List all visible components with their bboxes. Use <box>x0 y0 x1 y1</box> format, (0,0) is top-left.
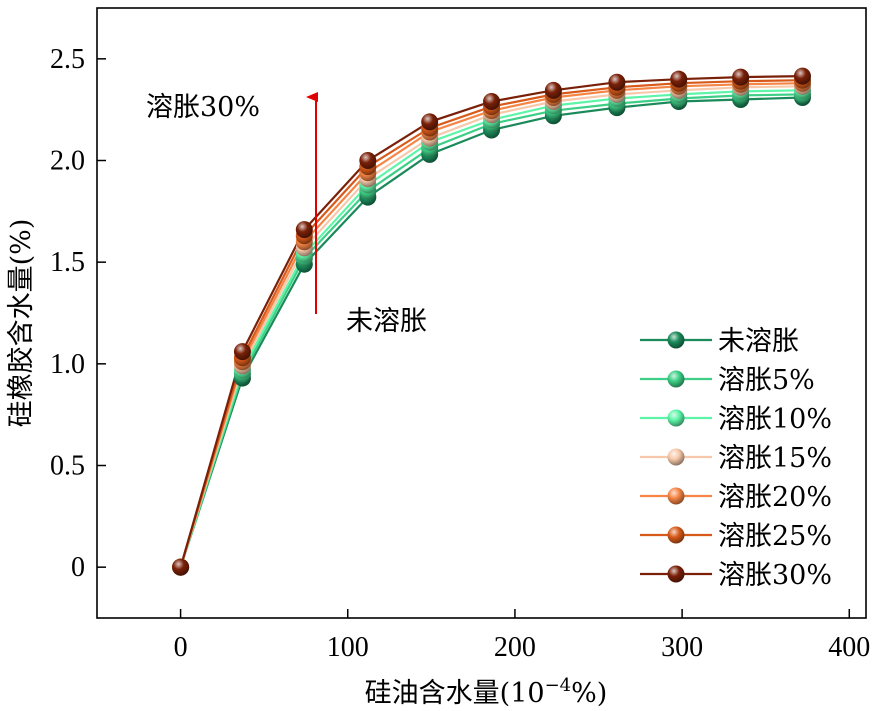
x-tick-label: 200 <box>494 632 536 663</box>
series-line <box>179 82 803 568</box>
series-point <box>483 93 501 111</box>
series-point <box>793 67 811 85</box>
y-tick-label: 2.5 <box>50 44 85 75</box>
plot-frame <box>96 7 867 619</box>
axis-ticks: 0 100 200 300 400 0 0.5 1.0 1.5 2.0 2.5 <box>50 44 870 663</box>
legend-marker <box>667 526 685 544</box>
y-tick-label: 0.5 <box>50 451 85 482</box>
y-tick-label: 2.0 <box>50 146 85 177</box>
legend-label: 溶胀10% <box>718 404 832 435</box>
x-tick-label: 300 <box>661 632 703 663</box>
y-tick-label: 0 <box>71 552 85 583</box>
series-point <box>670 70 688 88</box>
series-line <box>179 79 803 568</box>
annotation-bottom: 未溶胀 <box>346 306 427 337</box>
legend-label: 溶胀20% <box>718 482 832 513</box>
series-point <box>172 558 190 576</box>
x-tick-label: 400 <box>828 632 870 663</box>
y-tick-label: 1.0 <box>50 349 85 380</box>
x-tick-label: 0 <box>174 632 188 663</box>
y-axis-title: 硅橡胶含水量(%) <box>6 219 37 428</box>
x-axis-title: 硅油含水量(10−4%) <box>365 675 608 709</box>
series-point <box>359 152 377 169</box>
legend-label: 未溶胀 <box>718 326 799 357</box>
legend-label: 溶胀25% <box>718 521 832 552</box>
x-tick-label: 100 <box>327 632 369 663</box>
series-point <box>295 221 313 239</box>
legend-marker <box>667 487 685 505</box>
legend-marker <box>667 370 685 388</box>
series-point <box>544 81 562 99</box>
series-point <box>608 73 626 91</box>
legend-label: 溶胀30% <box>718 560 832 591</box>
series-point <box>233 343 251 361</box>
legend-marker <box>667 331 685 349</box>
legend-marker <box>667 448 685 466</box>
annotation-top: 溶胀30% <box>146 92 260 123</box>
legend-label: 溶胀5% <box>718 365 815 396</box>
legend-label: 溶胀15% <box>718 443 832 474</box>
series-point <box>732 68 750 86</box>
series-layer <box>179 75 803 568</box>
y-tick-label: 1.5 <box>50 247 85 278</box>
legend-marker <box>667 409 685 427</box>
legend-marker <box>667 565 685 583</box>
markers-layer <box>172 67 811 576</box>
series-point <box>421 113 439 131</box>
